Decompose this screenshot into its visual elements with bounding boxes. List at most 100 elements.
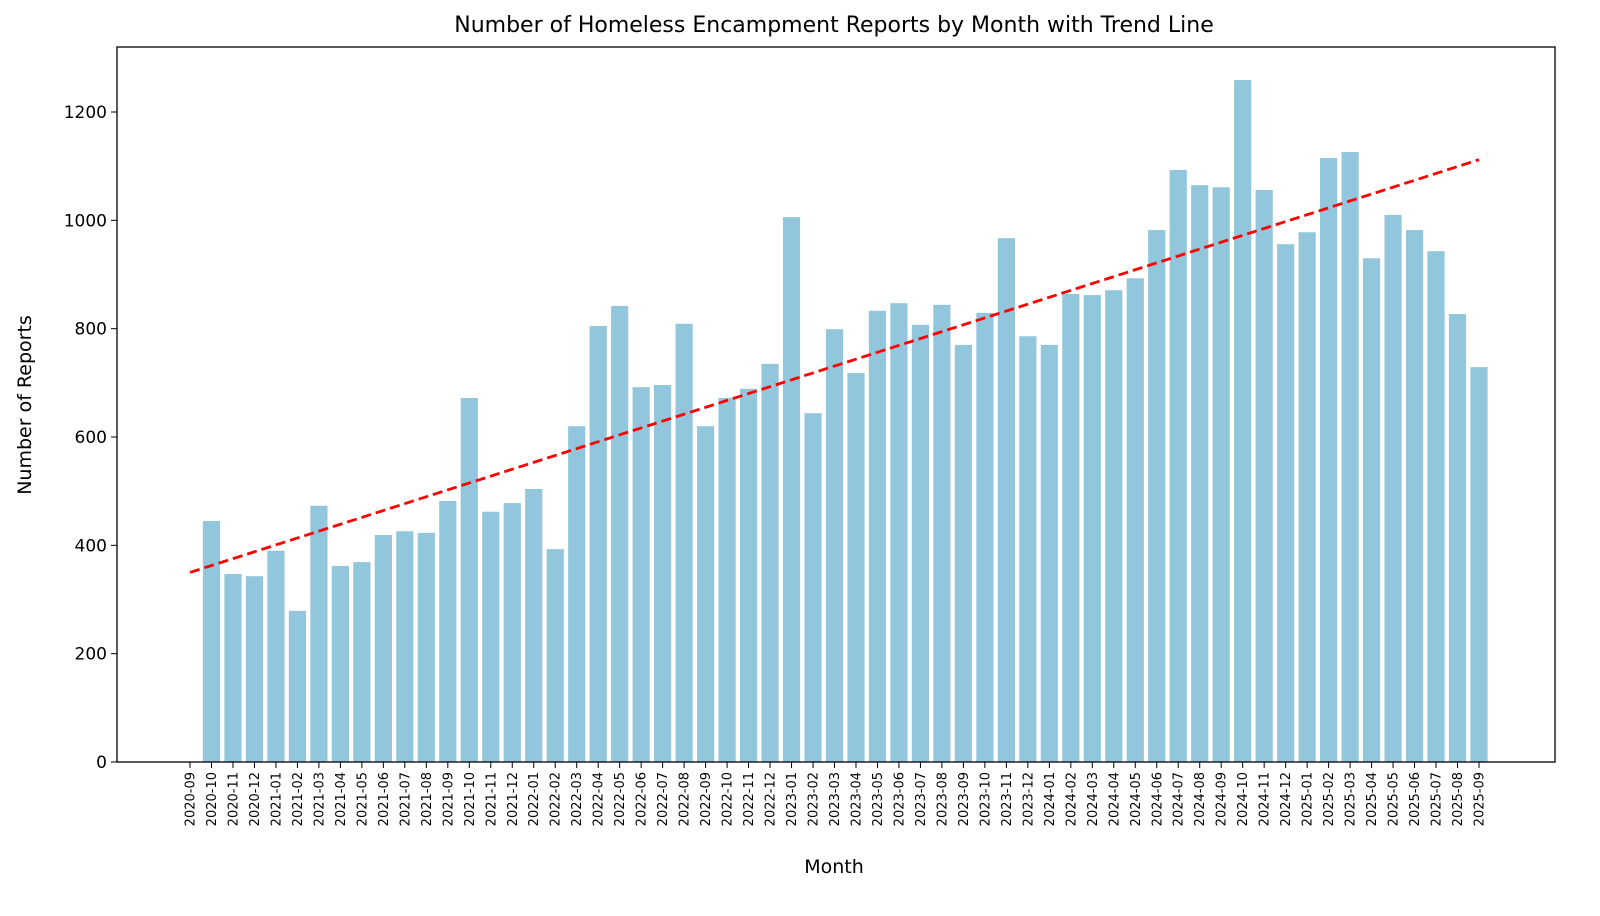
bar-2022-07 [654,385,672,762]
bar-2023-03 [825,329,844,762]
trend-line [189,158,1480,574]
x-tick-label: 2023-02 [807,772,822,826]
x-tick-label: 2022-03 [570,772,585,826]
bar-2023-05 [868,310,887,762]
x-tick-label: 2025-09 [1473,772,1488,826]
bar-2022-05 [611,305,629,762]
bar-2024-10 [1234,80,1252,762]
bar-2022-10 [718,398,736,762]
bar-2024-11 [1255,190,1273,762]
bar-2025-06 [1405,230,1424,763]
bar-2021-11 [482,511,500,762]
x-tick-label: 2023-03 [828,772,843,826]
bar-2023-09 [954,344,972,762]
bar-2021-07 [396,531,414,762]
y-axis-label: Number of Reports [14,315,36,495]
x-tick-label: 2025-07 [1430,772,1445,826]
bar-2021-09 [439,500,457,762]
x-tick-label: 2025-03 [1344,772,1359,826]
bar-2025-03 [1341,152,1359,763]
x-tick-label: 2023-11 [1000,772,1015,826]
x-tick-label: 2022-12 [764,772,779,826]
x-tick-label: 2021-06 [377,772,392,826]
bar-2021-01 [267,550,285,762]
bar-2023-10 [976,312,994,762]
x-tick-label: 2021-12 [506,772,521,826]
x-tick-label: 2025-05 [1387,772,1402,826]
bar-2021-04 [331,565,349,762]
bar-2020-12 [245,576,264,762]
bar-2024-06 [1148,230,1166,763]
bar-2024-12 [1277,244,1295,762]
x-tick-label: 2021-09 [441,772,456,826]
x-tick-label: 2020-11 [226,772,241,826]
x-tick-label: 2024-12 [1279,772,1294,826]
bar-2024-01 [1040,344,1058,762]
x-tick-label: 2025-02 [1322,772,1337,826]
bar-2022-09 [697,426,715,762]
x-tick-label: 2023-10 [978,772,993,826]
bar-2022-11 [739,388,758,762]
bar-2021-12 [503,503,521,762]
bar-2020-10 [202,520,221,762]
x-tick-label: 2022-05 [613,772,628,826]
x-tick-label: 2025-01 [1301,772,1316,826]
x-tick-label: 2023-06 [892,772,907,826]
bar-2024-05 [1126,278,1144,762]
bar-2023-04 [847,373,865,762]
bar-2025-04 [1362,258,1381,762]
y-tick-label: 0 [96,753,107,773]
x-tick-label: 2020-10 [205,772,220,826]
bar-2025-02 [1320,158,1338,762]
bar-2024-08 [1191,185,1209,762]
x-tick-label: 2023-09 [957,772,972,826]
x-tick-label: 2021-02 [291,772,306,826]
bar-2024-04 [1105,290,1123,762]
axes-group: 2020-09 2020-10 2020-11 2020-12 2021-01 2021-… [64,103,1488,826]
plot-frame [116,46,1556,763]
x-tick-label: 2021-11 [484,772,499,826]
x-tick-label: 2024-11 [1258,772,1273,826]
x-tick-label: 2024-01 [1043,772,1058,826]
bar-2023-01 [782,217,801,763]
x-tick-label: 2024-07 [1172,772,1187,826]
x-tick-label: 2021-05 [355,772,370,826]
bar-2023-07 [911,324,930,762]
y-tick-label: 600 [75,428,107,448]
bar-2021-08 [417,532,435,762]
bar-2021-10 [460,398,478,762]
bar-2020-11 [224,574,242,762]
bar-2025-07 [1427,251,1445,763]
bar-2025-08 [1448,314,1467,762]
x-tick-label: 2022-02 [549,772,564,826]
x-tick-label: 2024-03 [1086,772,1101,826]
bar-2022-12 [761,363,779,762]
x-tick-label: 2020-09 [184,772,199,826]
x-tick-label: 2022-09 [699,772,714,826]
bar-2022-02 [546,549,564,762]
x-tick-label: 2021-07 [398,772,413,826]
bar-2021-06 [374,535,392,762]
y-tick-label: 1200 [64,103,107,123]
x-tick-label: 2023-04 [849,772,864,826]
bar-2023-08 [933,304,951,762]
bar-2025-05 [1384,214,1402,762]
x-tick-label: 2021-03 [312,772,327,826]
chart-title: Number of Homeless Encampment Reports by… [454,13,1213,38]
x-tick-label: 2025-04 [1365,772,1380,826]
x-tick-label: 2021-01 [269,772,284,826]
x-tick-label: 2022-01 [527,772,542,826]
x-tick-label: 2024-04 [1107,772,1122,826]
y-tick-label: 800 [75,320,107,340]
x-tick-label: 2025-06 [1408,772,1423,826]
x-tick-label: 2021-10 [463,772,478,826]
bar-2022-04 [589,325,607,762]
trend-group [189,158,1480,574]
bar-2021-02 [288,610,307,762]
x-tick-label: 2022-06 [635,772,650,826]
bar-2023-06 [890,303,908,762]
x-tick-label: 2023-12 [1021,772,1036,826]
x-tick-label: 2020-12 [248,772,263,826]
x-tick-label: 2025-08 [1451,772,1466,826]
